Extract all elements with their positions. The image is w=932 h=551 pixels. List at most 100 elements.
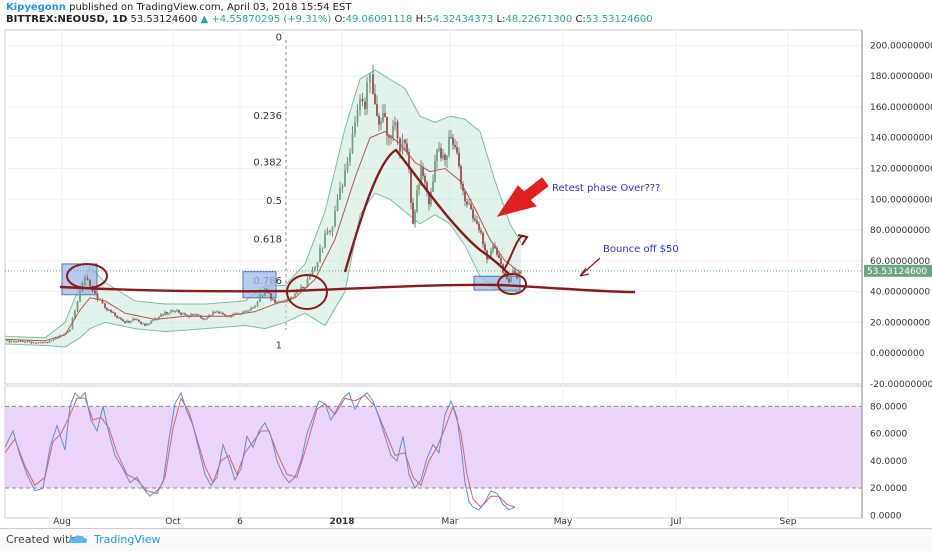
- time-tick-label: Mar: [442, 517, 459, 527]
- candle-body: [128, 320, 130, 323]
- candle-body: [112, 312, 114, 313]
- candle-body: [124, 321, 126, 323]
- candle-body: [216, 311, 218, 313]
- candle-body: [210, 315, 212, 317]
- candle-body: [270, 293, 272, 300]
- time-tick-label: Sep: [780, 517, 797, 527]
- candle-body: [468, 204, 470, 206]
- candle-body: [428, 191, 430, 205]
- candle-body: [418, 184, 420, 191]
- candle-body: [351, 133, 354, 153]
- osc-tick-label: 80.0000: [870, 402, 907, 412]
- candle-body: [382, 112, 384, 122]
- candle-body: [74, 310, 76, 319]
- candle-body: [462, 183, 464, 192]
- time-tick-label: 2018: [329, 517, 354, 527]
- circle-annotation[interactable]: [286, 274, 328, 310]
- candle-body: [186, 315, 188, 316]
- price-tick-label: 140.00000000: [870, 134, 932, 144]
- ohlc-open: O:49.06091118: [334, 14, 413, 25]
- time-tick-label: May: [554, 517, 573, 527]
- candle-body: [10, 341, 13, 343]
- candle-body: [438, 148, 440, 150]
- pattern-drawing[interactable]: [343, 148, 511, 276]
- candle-body: [150, 321, 152, 324]
- chart-canvas[interactable]: 00.2360.3820.50.6180.786153.53124600Rete…: [0, 0, 932, 528]
- candle-body: [176, 310, 178, 312]
- candle-body: [376, 104, 378, 116]
- candle-body: [440, 148, 442, 159]
- candle-body: [510, 275, 512, 282]
- candle-body: [126, 320, 128, 323]
- osc-tick-label: 40.0000: [870, 457, 907, 467]
- support-line-drawing[interactable]: [59, 283, 636, 294]
- created-with-label: Created with: [6, 533, 77, 546]
- candle-body: [261, 295, 264, 297]
- candle-body: [329, 231, 331, 232]
- candle-body: [480, 230, 482, 233]
- candle-body: [236, 313, 238, 315]
- candle-body: [364, 101, 366, 109]
- candle-body: [321, 247, 324, 249]
- publish-info: published on TradingView.com, April 03, …: [69, 2, 352, 13]
- candle-body: [254, 306, 256, 308]
- price-tick-label: 100.00000000: [870, 195, 932, 205]
- time-tick-label: Jul: [670, 517, 682, 527]
- candle-body: [500, 258, 502, 265]
- annotation-retest[interactable]: Retest phase Over???: [552, 183, 660, 194]
- candle-body: [136, 319, 138, 321]
- candle-body: [26, 341, 29, 343]
- candle-body: [234, 313, 236, 315]
- candle-body: [94, 290, 96, 294]
- ohlc-high: H:54.32434373: [415, 14, 494, 25]
- candle-body: [496, 248, 498, 255]
- candle-body: [170, 310, 172, 313]
- candle-body: [101, 299, 104, 304]
- candle-body: [162, 314, 164, 316]
- candle-body: [349, 152, 351, 162]
- candle-body: [339, 188, 341, 200]
- symbol-label[interactable]: BITTREX:NEOUSD, 1D: [6, 14, 128, 25]
- candle-body: [52, 339, 55, 341]
- candle-body: [37, 342, 40, 344]
- candle-body: [35, 342, 38, 344]
- arrowhead-icon: [517, 234, 529, 246]
- candle-body: [386, 116, 388, 136]
- candle-body: [474, 218, 476, 221]
- candle-body: [434, 161, 436, 182]
- candle-body: [242, 311, 244, 314]
- candle-body: [178, 310, 180, 313]
- candle-body: [470, 204, 472, 210]
- candle-body: [404, 139, 406, 144]
- candle-body: [300, 287, 302, 291]
- price-tick-label: 0.00000000: [870, 349, 925, 359]
- candle-body: [314, 267, 316, 270]
- candle-body: [190, 314, 192, 317]
- candle-body: [346, 161, 349, 171]
- candle-body: [331, 226, 334, 232]
- fib-level-label: 0.236: [253, 111, 282, 122]
- candle-body: [290, 297, 292, 299]
- candle-body: [222, 313, 224, 315]
- highlight-box[interactable]: [473, 275, 521, 291]
- candle-body: [41, 342, 44, 344]
- candle-body: [401, 139, 404, 152]
- candle-body: [224, 314, 226, 316]
- circle-annotation[interactable]: [497, 273, 527, 295]
- price-pane[interactable]: 00.2360.3820.50.6180.786153.53124600Rete…: [4, 33, 932, 352]
- candle-body: [412, 202, 414, 224]
- stoch-rsi-pane[interactable]: [4, 391, 862, 511]
- candle-body: [39, 342, 42, 344]
- candle-body: [464, 191, 466, 202]
- candle-body: [158, 316, 160, 320]
- fib-level-label: 0: [276, 33, 282, 44]
- tradingview-brand[interactable]: TradingView: [94, 533, 161, 546]
- candle-body: [336, 199, 339, 211]
- candle-body: [311, 269, 314, 276]
- annotation-bounce[interactable]: Bounce off $50: [603, 244, 679, 255]
- chart-axes: 200.00000000180.00000000160.00000000140.…: [53, 30, 932, 527]
- circle-annotation[interactable]: [66, 263, 108, 289]
- author-name[interactable]: Kipyegonn: [6, 2, 66, 13]
- price-tick-label: 40.00000000: [870, 288, 930, 298]
- candle-body: [118, 317, 120, 319]
